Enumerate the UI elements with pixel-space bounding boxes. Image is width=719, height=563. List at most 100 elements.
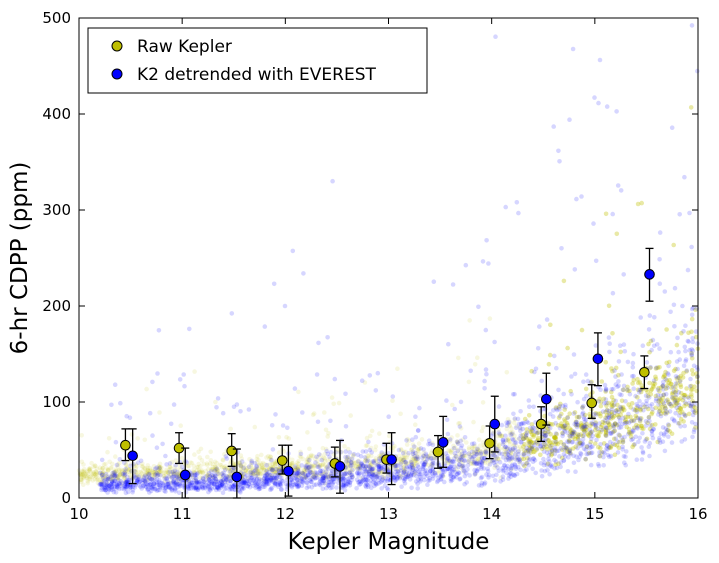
raw-kepler-cloud-point <box>490 453 496 459</box>
k2-cloud-point <box>305 467 310 473</box>
k2-cloud-point <box>605 428 611 434</box>
k2-cloud-point <box>663 411 669 417</box>
raw-kepler-cloud-point <box>242 468 248 473</box>
k2-cloud-point <box>629 429 634 435</box>
raw-kepler-cloud-point <box>612 421 618 427</box>
raw-kepler-cloud-point <box>293 462 299 468</box>
raw-kepler-cloud-point <box>147 468 153 474</box>
raw-kepler-cloud-point <box>676 407 681 413</box>
raw-kepler-cloud-point <box>321 455 326 461</box>
raw-kepler-cloud-point <box>472 362 478 367</box>
raw-kepler-cloud-point <box>474 451 480 457</box>
k2-cloud-point <box>571 431 576 437</box>
k2-cloud-point <box>316 464 322 470</box>
k2-cloud-point <box>413 414 418 420</box>
raw-kepler-cloud-point <box>627 388 632 394</box>
k2-cloud-point <box>220 481 225 487</box>
raw-kepler-cloud-point <box>252 424 258 430</box>
k2-cloud-point <box>264 475 270 481</box>
raw-kepler-cloud-point <box>512 417 517 422</box>
k2-cloud-point <box>141 482 146 488</box>
k2-cloud-point <box>463 262 469 268</box>
raw-kepler-cloud-point <box>99 479 104 484</box>
raw-kepler-cloud-point <box>675 380 680 386</box>
k2-cloud-point <box>156 484 162 489</box>
raw-kepler-cloud-point <box>635 387 641 393</box>
raw-kepler-cloud-point <box>430 460 435 466</box>
raw-kepler-cloud-point <box>572 410 578 415</box>
raw-kepler-cloud-point <box>254 456 260 462</box>
k2-cloud-point <box>218 485 224 490</box>
raw-kepler-cloud-point <box>609 404 614 410</box>
k2-cloud-point <box>396 447 402 453</box>
k2-cloud-point <box>123 486 129 492</box>
k2-cloud-point <box>221 470 226 476</box>
k2-cloud-point <box>480 458 486 464</box>
raw-kepler-cloud-point <box>419 437 425 442</box>
k2-cloud-point <box>542 433 548 439</box>
k2-cloud-point <box>106 487 112 493</box>
k2-cloud-point <box>643 437 649 442</box>
raw-kepler-cloud-point <box>494 463 499 468</box>
k2-cloud-point <box>138 484 143 490</box>
raw-kepler-cloud-point <box>660 404 665 410</box>
raw-kepler-cloud-point <box>396 468 402 474</box>
k2-cloud-point <box>386 467 391 473</box>
k2-cloud-point <box>616 422 621 427</box>
raw-kepler-cloud-point <box>645 393 651 399</box>
raw-kepler-cloud-point <box>117 472 123 477</box>
k2-cloud-point <box>483 449 488 455</box>
raw-kepler-cloud-point <box>451 443 456 449</box>
raw-kepler-cloud-point <box>296 461 301 467</box>
raw-kepler-cloud-point <box>302 470 307 475</box>
k2-cloud-point <box>590 433 596 439</box>
k2-cloud-point <box>682 423 687 429</box>
k2-cloud-point <box>451 467 457 472</box>
raw-kepler-cloud-point <box>596 444 601 450</box>
raw-kepler-cloud-point <box>603 427 609 433</box>
k2-cloud-point <box>118 479 124 484</box>
k2-cloud-point <box>505 466 511 472</box>
k2-cloud-point <box>219 479 224 485</box>
k2-cloud-point <box>496 404 502 409</box>
raw-kepler-cloud-point <box>171 471 177 476</box>
k2-cloud-point <box>363 474 369 480</box>
k2-cloud-point <box>581 433 587 438</box>
k2-cloud-point <box>262 478 268 484</box>
k2-cloud-point <box>596 100 601 106</box>
raw-kepler-cloud-point <box>379 451 385 457</box>
k2-cloud-point <box>376 466 382 471</box>
raw-kepler-cloud-point <box>211 474 216 480</box>
k2-cloud-point <box>341 481 347 486</box>
raw-kepler-cloud-point <box>638 407 643 413</box>
raw-kepler-cloud-point <box>298 454 304 460</box>
raw-kepler-cloud-point <box>499 433 505 439</box>
k2-cloud-point <box>430 458 436 464</box>
raw-kepler-cloud-point <box>508 459 513 464</box>
k2-cloud-point <box>245 483 250 489</box>
k2-cloud-point <box>207 481 212 486</box>
k2-cloud-point <box>214 484 220 490</box>
k2-cloud-point <box>128 484 133 490</box>
raw-kepler-cloud-point <box>629 418 634 424</box>
k2-cloud-point <box>587 442 593 447</box>
raw-kepler-cloud-point <box>322 451 328 457</box>
k2-cloud-point <box>691 409 697 415</box>
k2-cloud-point <box>663 426 669 431</box>
raw-kepler-cloud-point <box>417 452 422 457</box>
raw-kepler-cloud-point <box>110 477 115 482</box>
raw-kepler-cloud-point <box>210 467 216 472</box>
k2-cloud-point <box>409 485 414 491</box>
k2-cloud-point <box>505 463 510 469</box>
k2-cloud-point <box>479 460 485 465</box>
k2-cloud-point <box>512 445 518 450</box>
raw-kepler-cloud-point <box>101 462 107 467</box>
k2-cloud-point <box>253 481 258 486</box>
k2-cloud-point <box>616 383 621 389</box>
raw-kepler-cloud-point <box>374 474 380 479</box>
k2-cloud-point <box>549 464 554 470</box>
k2-cloud-point <box>319 477 325 482</box>
raw-kepler-cloud-point <box>119 472 124 477</box>
k2-cloud-point <box>319 471 324 477</box>
raw-kepler-cloud-point <box>204 472 210 478</box>
